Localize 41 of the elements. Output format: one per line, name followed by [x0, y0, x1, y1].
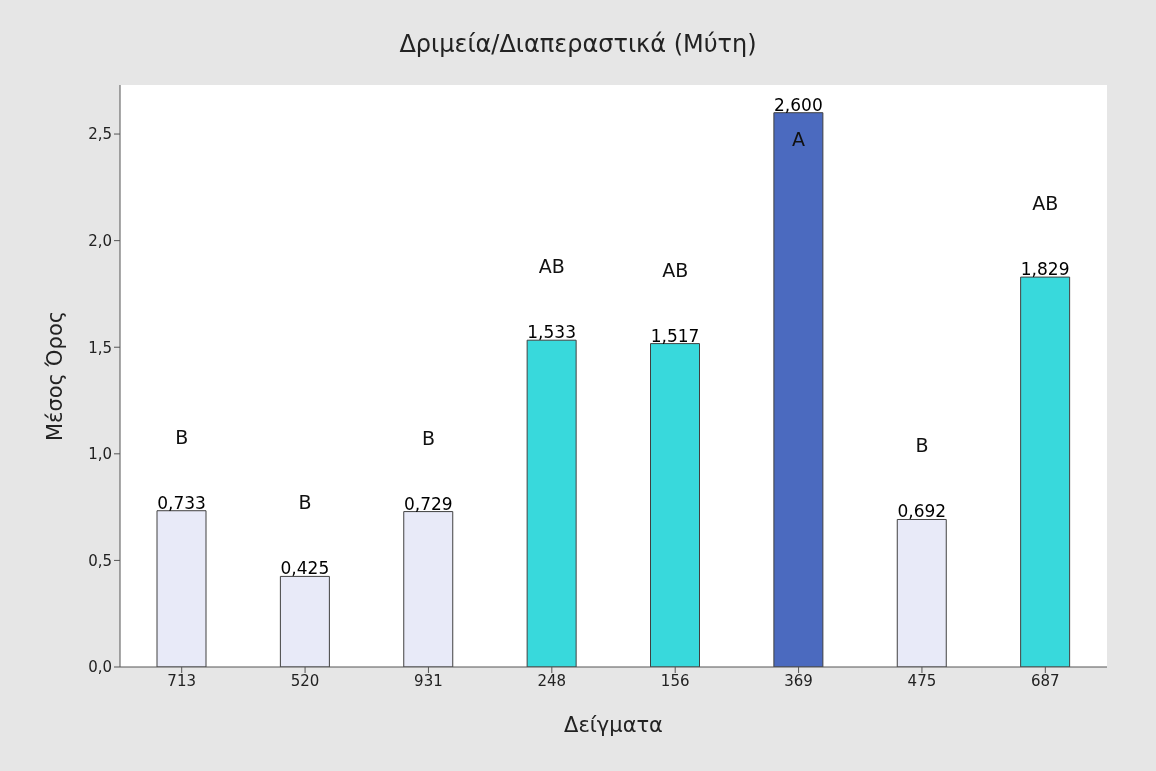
annotation: AB [662, 258, 689, 281]
x-tick-label: 713 [167, 671, 197, 690]
annotation: B [421, 426, 435, 449]
annotation: AB [538, 255, 565, 278]
data-label: 0,425 [280, 558, 330, 579]
bar [650, 343, 701, 667]
annotation: A [792, 128, 806, 151]
y-axis-title: Μέσος Όρος [43, 310, 68, 442]
bar [403, 511, 454, 667]
y-tick-label: 2,0 [88, 231, 112, 250]
y-tick-label: 1,5 [88, 338, 112, 357]
annotation: B [298, 491, 312, 514]
x-tick-label: 475 [907, 671, 937, 690]
annotation: B [915, 434, 929, 457]
x-tick-label: 520 [290, 671, 320, 690]
bar [526, 339, 577, 667]
data-label: 0,733 [157, 492, 206, 513]
x-tick-label: 248 [537, 671, 567, 690]
bar [279, 575, 330, 667]
y-tick-label: 0,0 [88, 658, 112, 677]
bar [773, 112, 824, 667]
data-label: 1,517 [650, 325, 700, 346]
bar [1020, 276, 1071, 667]
data-label: 0,729 [403, 493, 453, 514]
annotation: AB [1032, 192, 1059, 215]
bar [156, 510, 207, 667]
x-tick-label: 687 [1030, 671, 1060, 690]
x-tick-label: 369 [784, 671, 813, 690]
annotation: B [175, 425, 189, 448]
y-tick-label: 1,0 [88, 445, 112, 464]
data-label: 2,600 [774, 94, 823, 115]
y-tick-label: 0,5 [88, 551, 112, 570]
bar [896, 518, 947, 667]
x-tick-label: 156 [660, 671, 690, 690]
chart-title: Δριμεία/Διαπεραστικά (Μύτη) [398, 30, 758, 58]
data-label: 1,829 [1020, 259, 1070, 280]
data-label: 0,692 [897, 501, 947, 522]
x-tick-label: 931 [414, 671, 443, 690]
data-label: 1,533 [527, 322, 576, 343]
x-axis-title: Δείγματα [564, 712, 663, 737]
y-tick-label: 2,5 [88, 125, 112, 144]
